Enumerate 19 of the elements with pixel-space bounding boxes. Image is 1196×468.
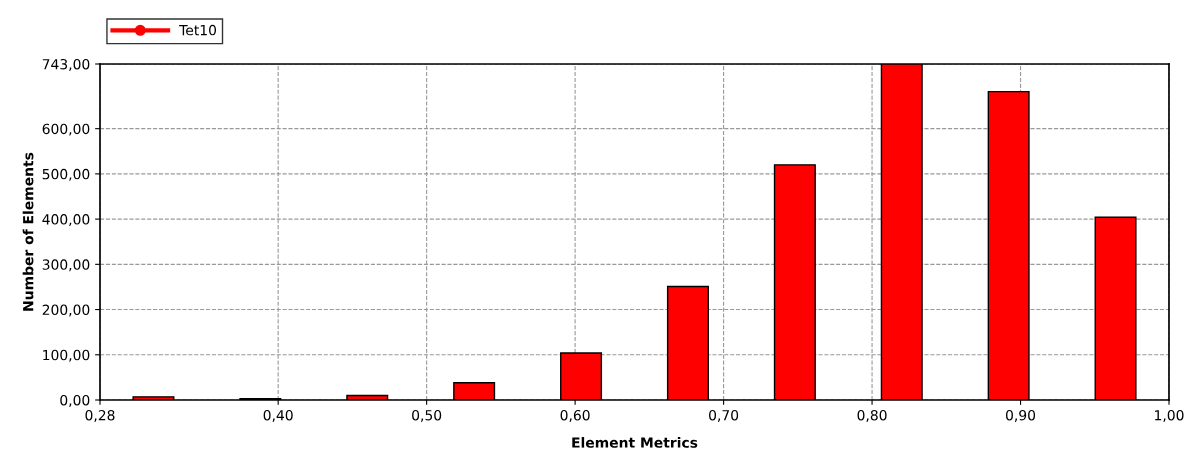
y-axis-title: Number of Elements xyxy=(22,152,34,311)
y-tick-label: 743,00 xyxy=(42,58,90,71)
legend-label: Tet10 xyxy=(179,24,217,36)
y-tick-label: 100,00 xyxy=(43,349,90,362)
y-tick-label: 500,00 xyxy=(42,168,90,181)
x-tick-label: 0,50 xyxy=(412,409,442,422)
y-tick-label: 200,00 xyxy=(42,304,90,317)
x-tick-label: 0,70 xyxy=(709,409,739,422)
x-tick-label: 0,40 xyxy=(263,409,293,422)
x-tick-label: 0,80 xyxy=(857,409,887,422)
x-tick-label: 0,28 xyxy=(85,409,115,422)
y-tick-label: 600,00 xyxy=(42,123,90,136)
x-tick-label: 0,90 xyxy=(1005,409,1036,422)
x-tick-label: 0,60 xyxy=(560,409,590,422)
y-tick-label: 300,00 xyxy=(42,259,90,272)
y-tick-label: 400,00 xyxy=(42,214,90,226)
x-tick-label: 1,00 xyxy=(1155,409,1184,422)
x-axis-title: Element Metrics xyxy=(572,437,698,448)
y-tick-label: 0,00 xyxy=(60,394,90,407)
